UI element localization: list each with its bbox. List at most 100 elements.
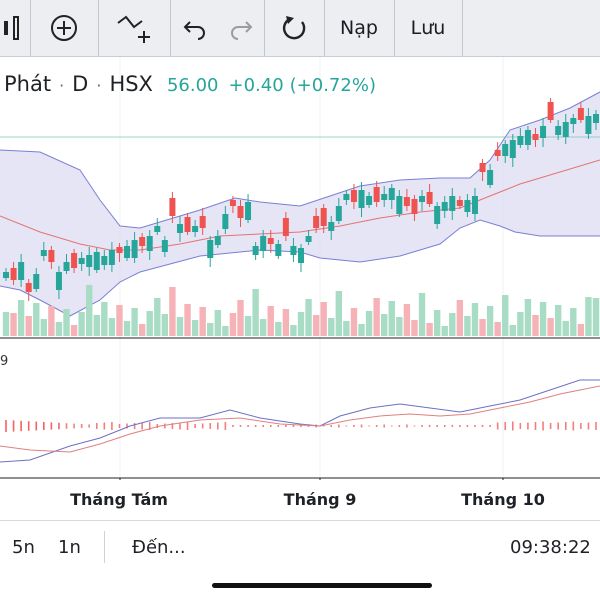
macd-histogram-bar — [549, 423, 552, 429]
candle-body — [18, 262, 25, 280]
volume-bar — [229, 313, 237, 336]
symbol-interval[interactable]: D — [72, 72, 89, 96]
undo-icon[interactable] — [170, 0, 220, 56]
volume-bar — [244, 316, 252, 336]
compare-icon[interactable] — [98, 0, 170, 56]
volume-bar — [297, 312, 305, 336]
layout-icon[interactable] — [0, 0, 28, 56]
macd-histogram-bar — [428, 425, 431, 427]
macd-histogram-bar — [307, 425, 310, 427]
macd-histogram-bar — [269, 425, 272, 427]
candle-body — [540, 126, 547, 138]
macd-histogram-bar — [285, 425, 287, 427]
volume-bar — [585, 297, 592, 336]
candle-body — [335, 206, 342, 221]
macd-histogram-bar — [232, 425, 234, 427]
volume-bar — [562, 321, 569, 336]
candle-body — [169, 198, 176, 216]
macd-histogram-bar — [73, 423, 75, 429]
volume-bar — [365, 311, 373, 336]
macd-histogram-bar — [542, 421, 544, 431]
macd-histogram-bar — [262, 425, 264, 427]
macd-histogram-bar — [436, 425, 438, 427]
macd-histogram-bar — [413, 425, 416, 427]
candle-body — [411, 199, 418, 214]
candle-body — [547, 102, 554, 120]
add-indicator-icon[interactable] — [30, 0, 98, 56]
macd-histogram-bar — [580, 423, 582, 429]
volume-bar — [570, 308, 577, 336]
volume-bar — [350, 308, 358, 336]
volume-bar — [494, 322, 501, 336]
redo-icon[interactable] — [220, 0, 262, 56]
volume-bar — [517, 312, 524, 336]
macd-histogram-bar — [496, 422, 499, 430]
volume-bar — [138, 324, 146, 336]
macd-histogram-bar — [527, 422, 529, 430]
macd-histogram-bar — [58, 422, 60, 430]
candle-body — [192, 226, 199, 232]
candle-body — [487, 170, 494, 185]
candle-body — [419, 196, 426, 202]
separator-dot: · — [96, 76, 102, 95]
macd-histogram-bar — [511, 421, 514, 431]
candle-body — [570, 118, 577, 124]
volume-bar — [222, 326, 229, 336]
macd-histogram-bar — [103, 422, 106, 430]
candle-body — [320, 208, 327, 226]
volume-bar — [86, 285, 93, 336]
volume-bar — [154, 298, 161, 336]
macd-histogram-bar — [50, 422, 53, 430]
candle-body — [48, 250, 55, 262]
macd-histogram-bar — [322, 425, 325, 427]
candle-body — [502, 144, 509, 156]
macd-histogram-bar — [557, 422, 559, 430]
candle-body — [207, 240, 214, 258]
volume-bar — [433, 310, 441, 336]
candle-body — [441, 202, 448, 211]
volume-bar — [396, 317, 403, 336]
candle-body — [471, 196, 478, 214]
volume-bar — [486, 306, 494, 336]
volume-bar — [17, 300, 25, 336]
volume-bar — [267, 306, 274, 336]
volume-bar — [101, 302, 108, 336]
candle-body — [229, 200, 236, 206]
candle-body — [260, 236, 267, 251]
candle-body — [116, 247, 123, 253]
volume-bar — [55, 322, 63, 336]
reset-icon[interactable] — [264, 0, 324, 56]
macd-line — [0, 379, 600, 463]
save-button[interactable]: Lưu — [410, 17, 446, 39]
macd-histogram-bar — [277, 425, 280, 427]
macd-histogram-bar — [12, 420, 15, 432]
candle-body — [252, 246, 259, 255]
candle-body — [426, 192, 433, 204]
load-button[interactable]: Nạp — [340, 17, 378, 39]
macd-histogram-bar — [148, 422, 151, 430]
bollinger-band — [0, 92, 600, 316]
candle-body — [517, 136, 524, 145]
macd-histogram-bar — [194, 424, 196, 428]
volume-bar — [524, 299, 532, 336]
volume-bar — [418, 293, 426, 336]
range-5y-button[interactable]: 5n — [12, 537, 35, 558]
macd-histogram-bar — [179, 422, 181, 430]
home-indicator[interactable] — [212, 583, 432, 588]
candle-body — [40, 250, 47, 256]
volume-bar — [502, 295, 509, 336]
candle-body — [33, 274, 40, 289]
price-chart[interactable] — [0, 57, 600, 480]
macd-histogram-bar — [300, 425, 302, 427]
volume-bar — [426, 323, 433, 336]
macd-histogram-bar — [65, 423, 68, 429]
symbol-header: Phát · D · HSX 56.00 +0.40 (+0.72%) — [4, 72, 376, 96]
range-1y-button[interactable]: 1n — [58, 537, 81, 558]
volume-bar — [554, 305, 562, 336]
candle-body — [184, 217, 191, 232]
macd-histogram-bar — [474, 425, 476, 427]
macd-histogram-bar — [247, 425, 249, 427]
macd-histogram-bar — [519, 423, 522, 429]
goto-date-button[interactable]: Đến... — [132, 537, 186, 558]
macd-histogram-bar — [443, 425, 446, 427]
